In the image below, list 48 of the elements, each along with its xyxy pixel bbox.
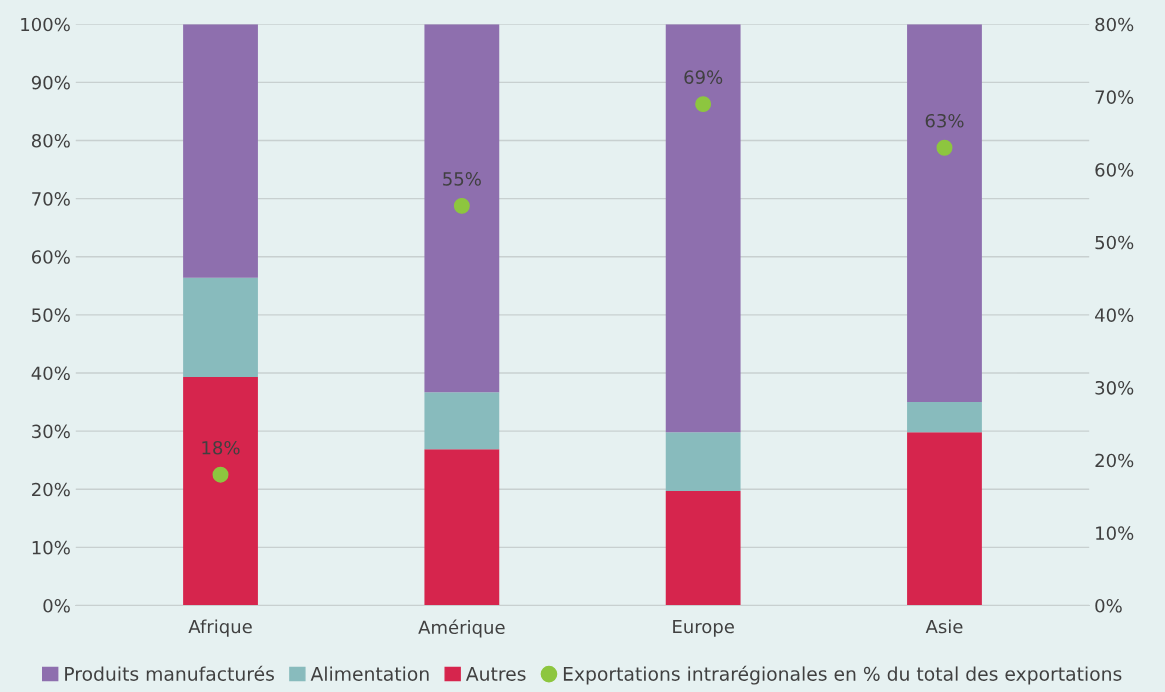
y-tick-label: 30% <box>32 424 70 439</box>
data-label: 18% <box>202 440 240 455</box>
legend-label: Alimentation <box>310 666 429 681</box>
y2-tick-label: 60% <box>1095 163 1134 177</box>
y-tick-label: 60% <box>31 250 70 264</box>
bar <box>183 24 258 278</box>
x-tick-label: Amérique <box>418 619 505 638</box>
y2-tick-label: 50% <box>1095 235 1134 250</box>
x-tick-label: Europe <box>673 619 734 637</box>
y-tick-label: 10% <box>32 540 70 555</box>
point <box>212 466 229 483</box>
y2-tick-label: 20% <box>1095 453 1134 468</box>
point <box>695 96 712 113</box>
bar <box>907 24 982 403</box>
bar <box>183 377 258 606</box>
y-tick-label: 70% <box>32 192 70 206</box>
bar <box>424 392 500 450</box>
y2-tick-label: 30% <box>1095 380 1134 395</box>
y2-tick-label: 80% <box>1095 17 1134 32</box>
bar <box>665 24 741 433</box>
bar <box>424 24 500 393</box>
x-tick-label: Asie <box>925 619 963 634</box>
point <box>936 139 953 156</box>
y-tick-label: 80% <box>31 133 70 148</box>
point <box>453 197 470 214</box>
legend-label: Produits manufacturés <box>65 665 274 681</box>
data-label: 55% <box>443 172 481 186</box>
data-label: 69% <box>684 70 723 84</box>
legend-label: Exportations intrarégionales en % du total des exportations <box>563 665 1122 685</box>
bar <box>665 490 741 606</box>
y-tick-label: 0% <box>43 598 70 613</box>
y2-tick-label: 0% <box>1095 598 1122 613</box>
y2-tick-label: 70% <box>1095 90 1134 104</box>
y-tick-label: 20% <box>32 482 70 497</box>
y-tick-label: 90% <box>31 75 70 90</box>
x-tick-label: Afrique <box>188 619 252 637</box>
data-label: 63% <box>925 113 964 128</box>
bar <box>424 449 500 606</box>
y-tick-label: 40% <box>31 366 70 381</box>
bar <box>907 432 982 606</box>
legend-label: Autres <box>465 666 526 681</box>
y-tick-label: 50% <box>32 308 70 322</box>
bar <box>907 402 982 433</box>
bar <box>665 432 741 491</box>
y2-tick-label: 10% <box>1096 526 1134 540</box>
y-tick-label: 100% <box>21 17 70 32</box>
bar <box>183 277 258 378</box>
y2-tick-label: 40% <box>1095 308 1134 322</box>
